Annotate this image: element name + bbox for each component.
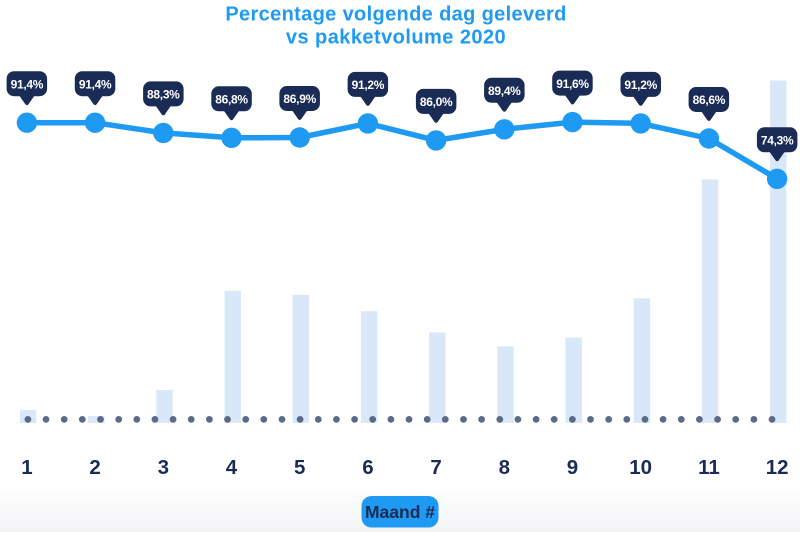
svg-text:1: 1 <box>21 456 32 479</box>
svg-text:86,0%: 86,0% <box>420 95 453 109</box>
svg-text:11: 11 <box>698 456 720 479</box>
svg-text:12: 12 <box>766 456 789 479</box>
svg-text:6: 6 <box>362 456 373 479</box>
svg-text:91,2%: 91,2% <box>624 78 657 92</box>
svg-text:5: 5 <box>294 456 305 479</box>
svg-text:91,6%: 91,6% <box>556 77 589 91</box>
svg-text:Maand #: Maand # <box>365 502 435 522</box>
svg-text:4: 4 <box>226 456 238 479</box>
svg-text:Percentage volgende dag geleve: Percentage volgende dag geleverd <box>225 4 566 26</box>
svg-text:91,4%: 91,4% <box>11 77 44 91</box>
svg-text:91,4%: 91,4% <box>79 77 112 91</box>
svg-text:74,3%: 74,3% <box>761 134 794 148</box>
svg-text:7: 7 <box>430 456 441 479</box>
svg-text:10: 10 <box>629 456 652 479</box>
svg-text:vs pakketvolume 2020: vs pakketvolume 2020 <box>286 27 506 49</box>
svg-text:89,4%: 89,4% <box>488 84 521 98</box>
svg-text:88,3%: 88,3% <box>147 88 180 102</box>
svg-text:3: 3 <box>158 456 169 479</box>
svg-text:86,8%: 86,8% <box>215 93 248 107</box>
svg-text:86,9%: 86,9% <box>283 92 316 106</box>
svg-text:91,2%: 91,2% <box>352 78 385 92</box>
svg-text:2: 2 <box>89 456 100 479</box>
svg-text:9: 9 <box>567 456 578 479</box>
svg-text:8: 8 <box>499 456 510 479</box>
svg-text:86,6%: 86,6% <box>693 93 726 107</box>
